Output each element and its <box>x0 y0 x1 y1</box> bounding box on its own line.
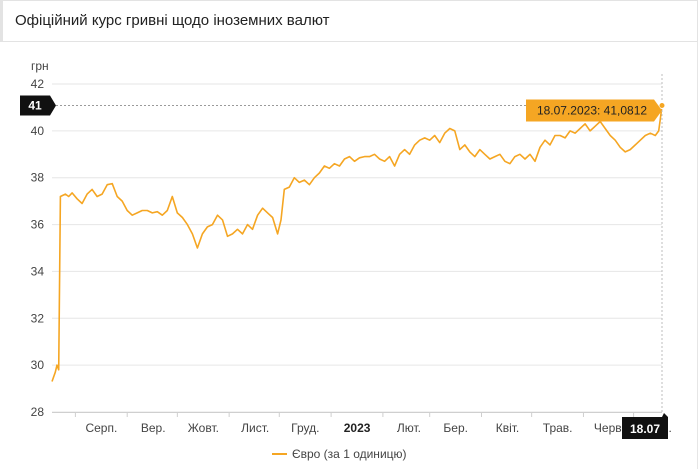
x-tick-label: Черв. <box>594 421 625 435</box>
series-line-euro[interactable] <box>51 105 663 382</box>
y-axis-label: грн <box>31 59 49 73</box>
x-tick-label: Серп. <box>85 421 117 435</box>
y-tick-label: 40 <box>31 124 45 138</box>
x-tick-label: Лют. <box>397 421 421 435</box>
y-tick-label: 32 <box>31 311 45 325</box>
y-tick-label: 42 <box>31 77 45 91</box>
tooltip-box <box>526 99 662 122</box>
x-tick-label: Бер. <box>443 421 468 435</box>
x-tick-label: Лист. <box>241 421 269 435</box>
x-tick-label: 2023 <box>344 421 371 435</box>
plot-area <box>51 105 663 382</box>
x-tick-label: Жовт. <box>188 421 219 435</box>
y-tick-label: 38 <box>31 171 45 185</box>
y-crosshair-badge-label: 41 <box>28 99 42 113</box>
tooltip-label: 18.07.2023: 41,0812 <box>537 104 647 118</box>
y-tick-label: 36 <box>31 218 45 232</box>
data-point-marker[interactable] <box>658 102 666 110</box>
x-tick-label: Груд. <box>291 421 319 435</box>
page-title: Офіційний курс гривні щодо іноземних вал… <box>15 12 330 29</box>
panel-border <box>697 42 698 469</box>
x-crosshair-badge-label: 18.07 <box>630 422 660 436</box>
x-tick-label: Вер. <box>141 421 166 435</box>
x-crosshair-badge <box>622 413 668 439</box>
y-axis: грн 28 30 32 34 36 38 40 42 <box>31 59 49 419</box>
crosshair-overlay: 41 18.07.2023: 41,0812 18.07 <box>20 74 668 439</box>
grid-lines <box>52 83 662 413</box>
y-tick-label: 30 <box>31 358 45 372</box>
x-tick-label: Трав. <box>543 421 573 435</box>
x-axis: Серп. Вер. Жовт. Лист. Груд. 2023 Лют. Бер. Квіт… <box>52 412 672 435</box>
chart-header: Офіційний курс гривні щодо іноземних вал… <box>0 0 698 42</box>
legend-label-euro[interactable]: Євро (за 1 одиницю) <box>292 447 407 461</box>
x-tick-label: Квіт. <box>496 421 520 435</box>
y-crosshair-badge <box>20 95 56 116</box>
y-tick-label: 28 <box>31 405 45 419</box>
legend[interactable]: Євро (за 1 одиницю) <box>272 447 407 461</box>
y-tick-label: 34 <box>31 264 45 278</box>
